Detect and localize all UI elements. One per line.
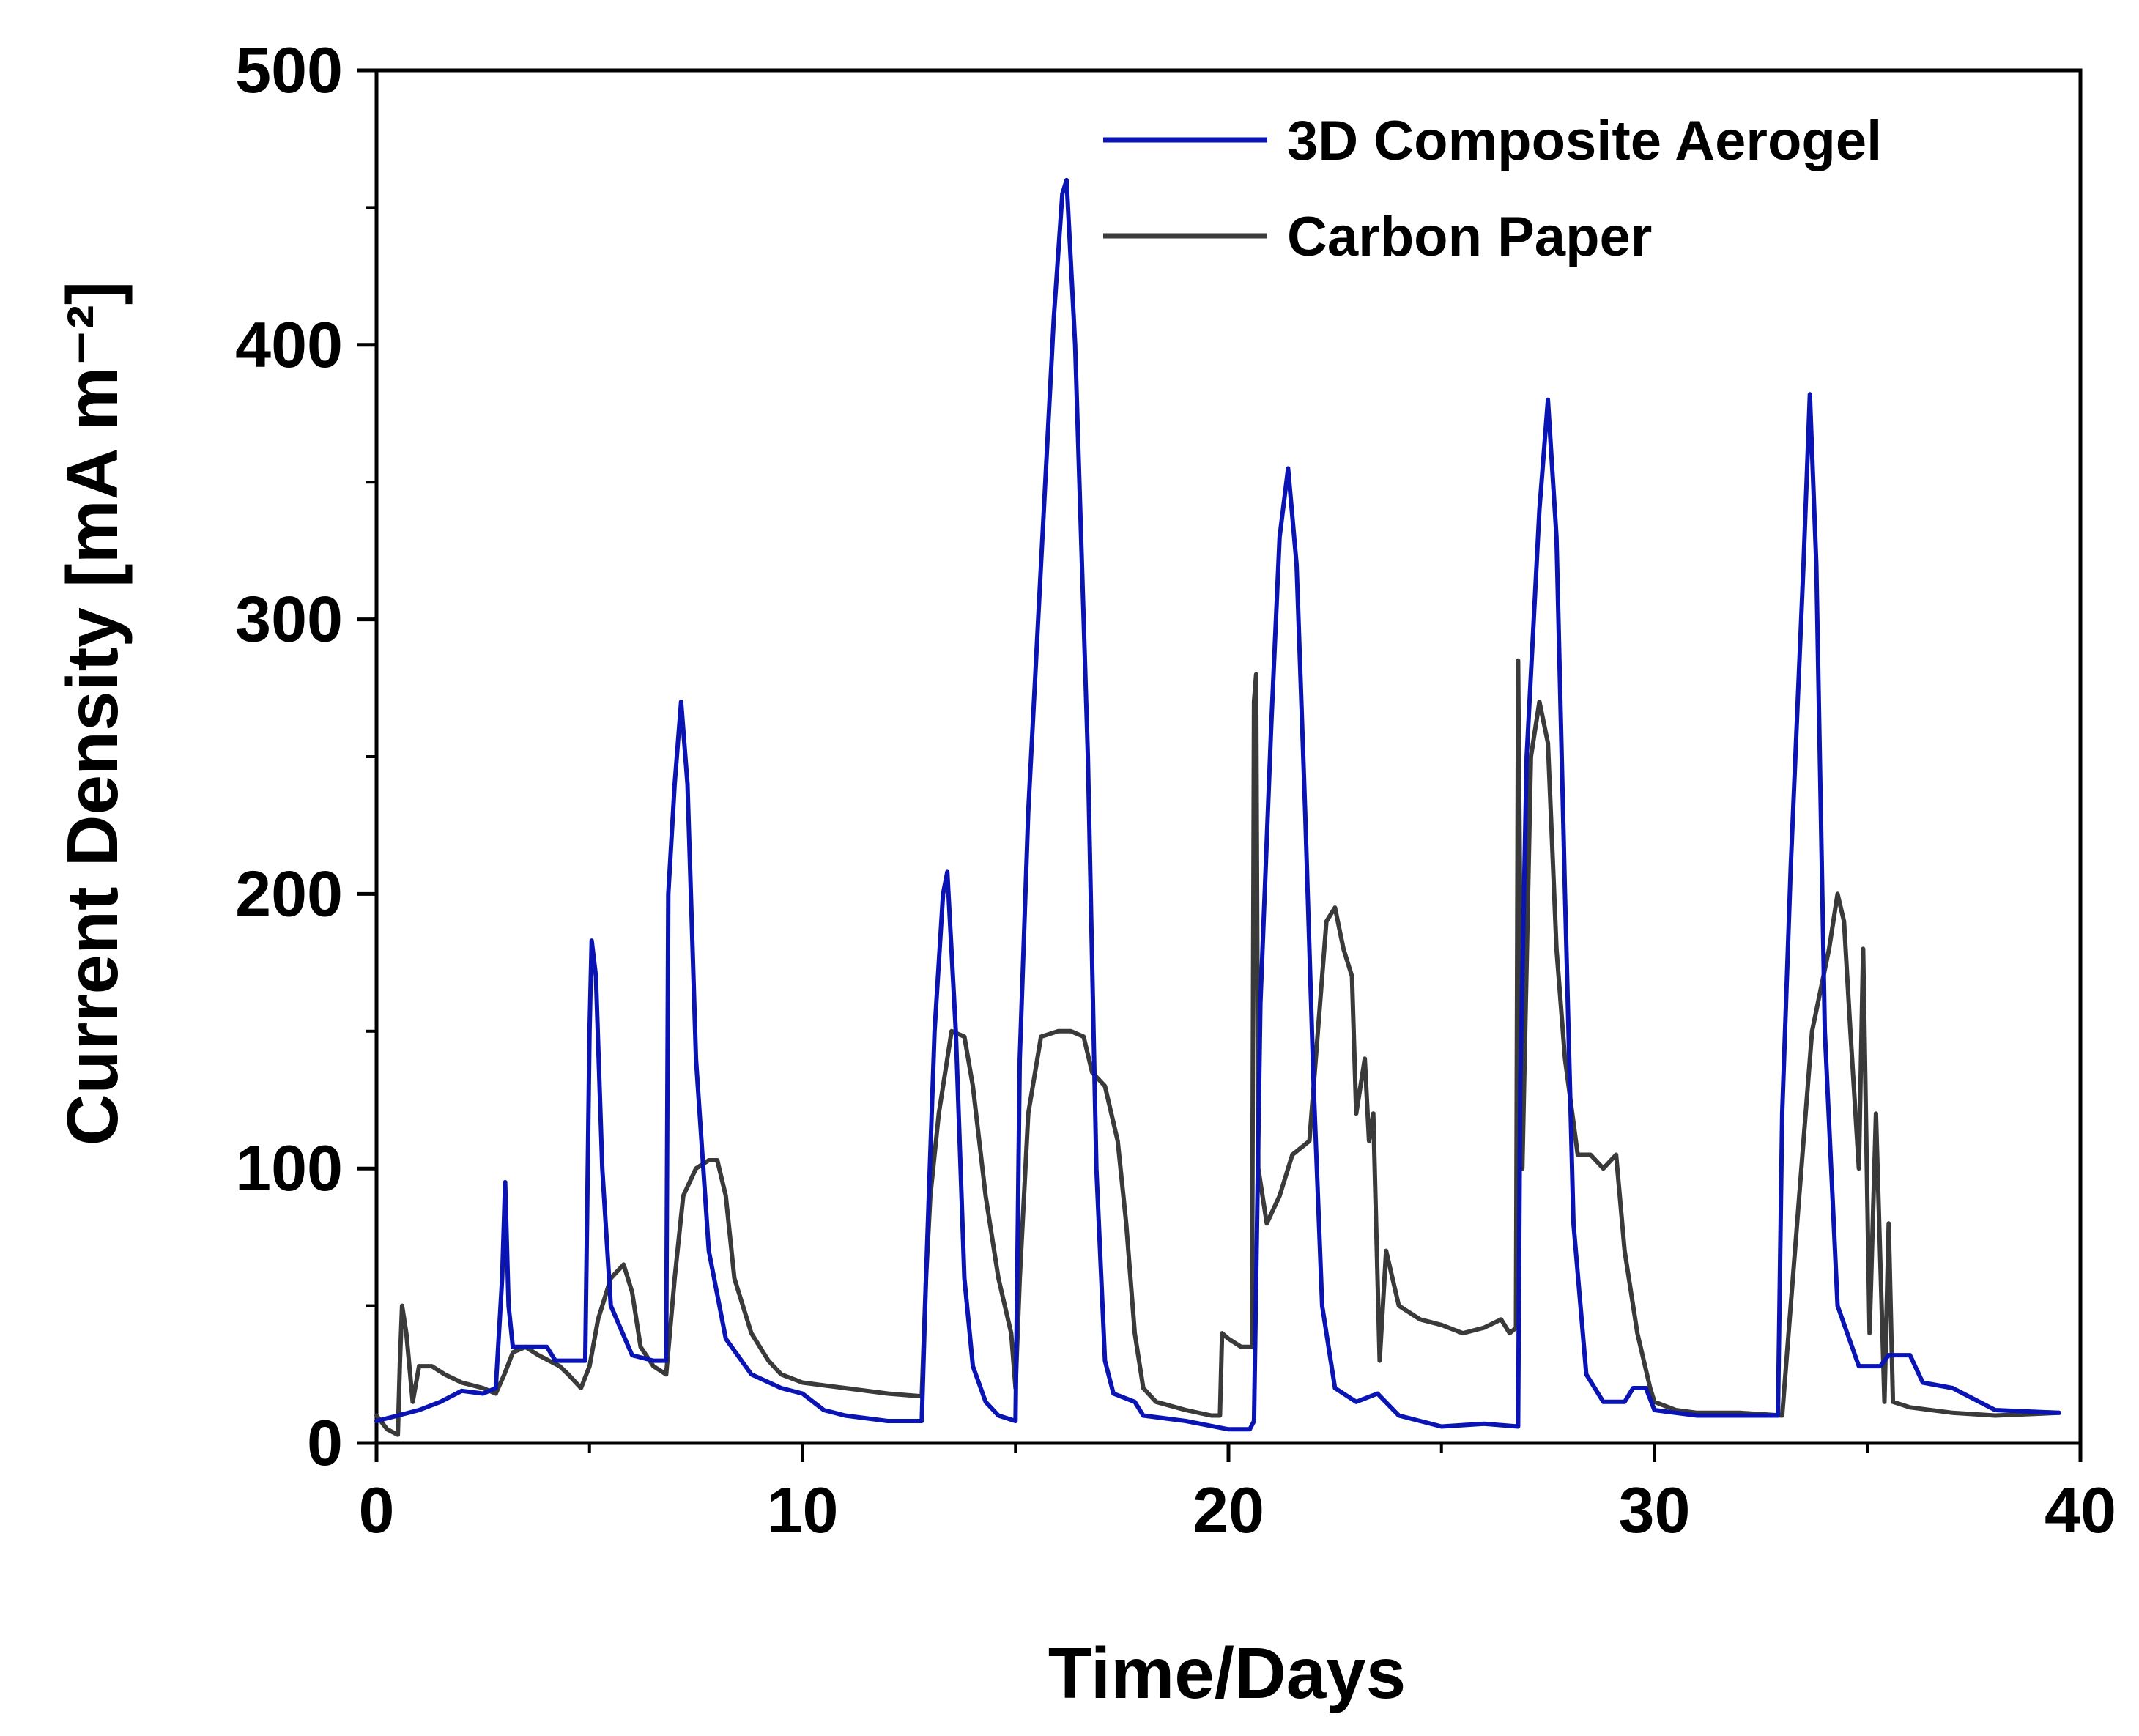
series-line-aerogel (374, 177, 2061, 1432)
plot-frame-layer (374, 68, 2083, 1445)
y-tick-label: 300 (235, 583, 343, 656)
y-tick-label: 0 (307, 1406, 343, 1479)
series-line-carbon-paper (374, 658, 2061, 1437)
y-tick-label: 400 (235, 308, 343, 381)
x-tick-label: 40 (2045, 1474, 2116, 1546)
x-axis-title: Time/Days (1048, 1633, 1406, 1713)
x-tick-label: 20 (1193, 1474, 1264, 1546)
legend: 3D Composite Aerogel Carbon Paper (1103, 110, 1882, 268)
legend-label-carbon-paper: Carbon Paper (1287, 206, 1652, 268)
y-tick-label: 100 (235, 1132, 343, 1204)
plot-frame (374, 68, 2083, 1445)
x-tick-label: 10 (767, 1474, 839, 1546)
x-tick-label: 0 (359, 1474, 395, 1546)
y-tick-label: 200 (235, 857, 343, 930)
x-tick-label: 30 (1619, 1474, 1691, 1546)
legend-label-aerogel: 3D Composite Aerogel (1287, 110, 1882, 172)
y-tick-label: 500 (235, 34, 343, 106)
series-layer (374, 177, 2061, 1437)
y-axis-title: Current Density [mA m⁻²] (52, 281, 133, 1146)
